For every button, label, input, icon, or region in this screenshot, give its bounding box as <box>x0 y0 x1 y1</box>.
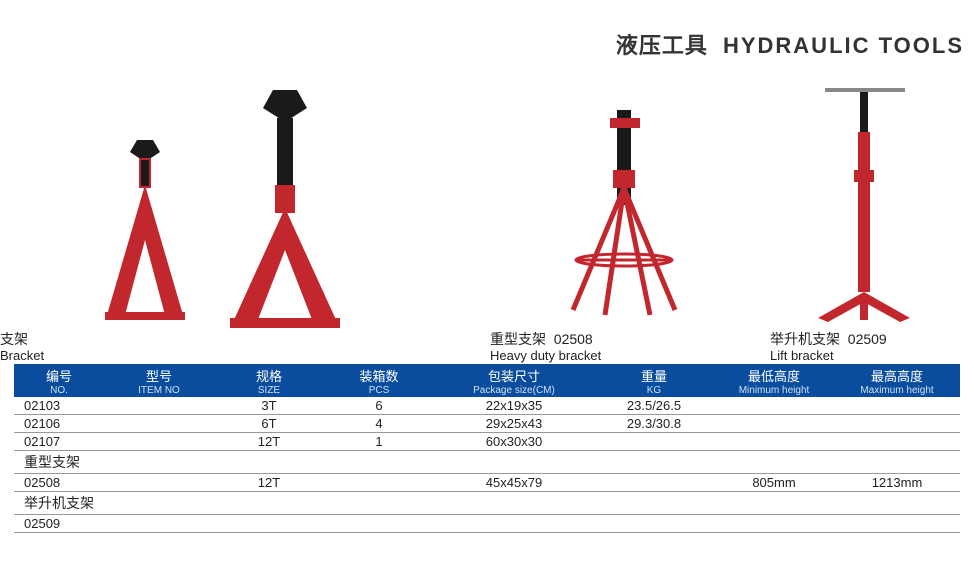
cell: 60x30x30 <box>434 433 594 451</box>
page-title-cn: 液压工具 <box>616 33 708 58</box>
product-bracket-large <box>215 90 355 335</box>
cell: 23.5/26.5 <box>594 397 714 415</box>
cell: 4 <box>324 415 434 433</box>
table-header: 编号NO.型号ITEM NO规格SIZE装箱数PCS包装尺寸Package si… <box>14 364 960 397</box>
cell <box>104 415 214 433</box>
col-header: 包装尺寸Package size(CM) <box>434 364 594 397</box>
table-row: 02103 3T622x19x3523.5/26.5 <box>14 397 960 415</box>
cell: 6T <box>214 415 324 433</box>
label-cn: 支架 <box>0 330 44 348</box>
cell: 12T <box>214 433 324 451</box>
cell: 6 <box>324 397 434 415</box>
page-title: 液压工具 HYDRAULIC TOOLS <box>616 28 964 60</box>
cell <box>834 433 960 451</box>
table-row: 02107 12T160x30x30 <box>14 433 960 451</box>
col-header: 重量KG <box>594 364 714 397</box>
label-cn: 举升机支架 02509 <box>770 330 887 348</box>
cell <box>104 474 214 492</box>
table-row: 02509 <box>14 515 960 533</box>
cell <box>104 515 214 533</box>
cell <box>214 515 324 533</box>
table-body: 02103 3T622x19x3523.5/26.5 02106 6T429x25x4… <box>14 397 960 533</box>
page-title-en: HYDRAULIC TOOLS <box>723 33 964 58</box>
cell: 1213mm <box>834 474 960 492</box>
product-lift-bracket <box>800 80 930 330</box>
jack-stand-icon <box>95 140 195 320</box>
cell <box>714 397 834 415</box>
cell: 805mm <box>714 474 834 492</box>
spec-table: 编号NO.型号ITEM NO规格SIZE装箱数PCS包装尺寸Package si… <box>14 364 960 533</box>
cell <box>104 397 214 415</box>
lift-bracket-icon <box>800 80 930 325</box>
cell <box>594 433 714 451</box>
table-row: 02106 6T429x25x4329.3/30.8 <box>14 415 960 433</box>
cell <box>714 515 834 533</box>
cell <box>834 415 960 433</box>
table-row: 02508 12T 45x45x79 805mm1213mm <box>14 474 960 492</box>
col-header: 装箱数PCS <box>324 364 434 397</box>
cell: 1 <box>324 433 434 451</box>
col-header: 最高高度Maximum height <box>834 364 960 397</box>
col-header: 最低高度Minimum height <box>714 364 834 397</box>
cell <box>324 515 434 533</box>
cell <box>834 515 960 533</box>
cell <box>104 433 214 451</box>
cell: 02106 <box>14 415 104 433</box>
section-label: 重型支架 <box>14 451 960 474</box>
col-header: 编号NO. <box>14 364 104 397</box>
cell: 02508 <box>14 474 104 492</box>
product-label-heavy: 重型支架 02508 Heavy duty bracket <box>490 330 601 365</box>
col-header: 规格SIZE <box>214 364 324 397</box>
cell <box>714 433 834 451</box>
section-label: 举升机支架 <box>14 492 960 515</box>
product-label-bracket: 支架 Bracket <box>0 330 44 365</box>
product-row: 支架 Bracket 重型支架 02508 Heavy duty bracket… <box>0 80 974 340</box>
col-header: 型号ITEM NO <box>104 364 214 397</box>
product-label-lift: 举升机支架 02509 Lift bracket <box>770 330 887 365</box>
cell: 29x25x43 <box>434 415 594 433</box>
product-bracket-small <box>95 140 195 325</box>
label-en: Heavy duty bracket <box>490 348 601 365</box>
cell <box>594 474 714 492</box>
cell <box>834 397 960 415</box>
cell: 22x19x35 <box>434 397 594 415</box>
cell <box>714 415 834 433</box>
product-heavy-bracket <box>555 110 695 325</box>
label-en: Bracket <box>0 348 44 365</box>
jack-stand-icon <box>215 90 355 330</box>
label-cn: 重型支架 02508 <box>490 330 601 348</box>
cell <box>594 515 714 533</box>
cell: 12T <box>214 474 324 492</box>
table-row: 举升机支架 <box>14 492 960 515</box>
cell: 29.3/30.8 <box>594 415 714 433</box>
label-en: Lift bracket <box>770 348 887 365</box>
cell <box>434 515 594 533</box>
cell: 02107 <box>14 433 104 451</box>
cell: 45x45x79 <box>434 474 594 492</box>
cell: 02509 <box>14 515 104 533</box>
cell: 3T <box>214 397 324 415</box>
table-row: 重型支架 <box>14 451 960 474</box>
heavy-bracket-icon <box>555 110 695 320</box>
cell: 02103 <box>14 397 104 415</box>
cell <box>324 474 434 492</box>
